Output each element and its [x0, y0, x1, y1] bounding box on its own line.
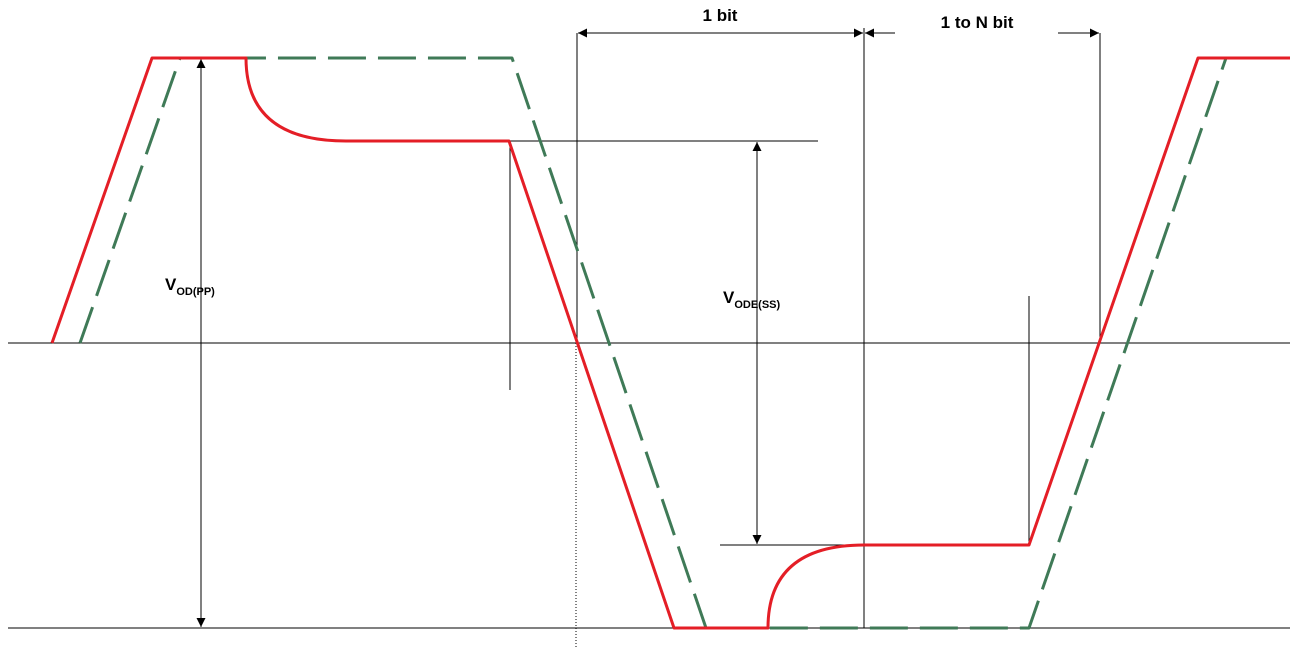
vode-ss-label-main: V — [723, 288, 735, 307]
vod-pp-label-sub: OD(PP) — [176, 286, 215, 298]
vode-ss-label-sub: ODE(SS) — [734, 299, 780, 311]
vode-ss-label: VODE(SS) — [723, 288, 781, 311]
pre-emphasis-waveform-solid — [50, 56, 1290, 630]
dimension-arrows — [196, 28, 1099, 627]
one-to-n-bit-label: 1 to N bit — [941, 13, 1014, 32]
vod-pp-label: VOD(PP) — [165, 275, 215, 298]
reference-lines — [8, 28, 1290, 647]
vod-pp-label-main: V — [165, 275, 177, 294]
one-bit-label: 1 bit — [703, 6, 738, 25]
